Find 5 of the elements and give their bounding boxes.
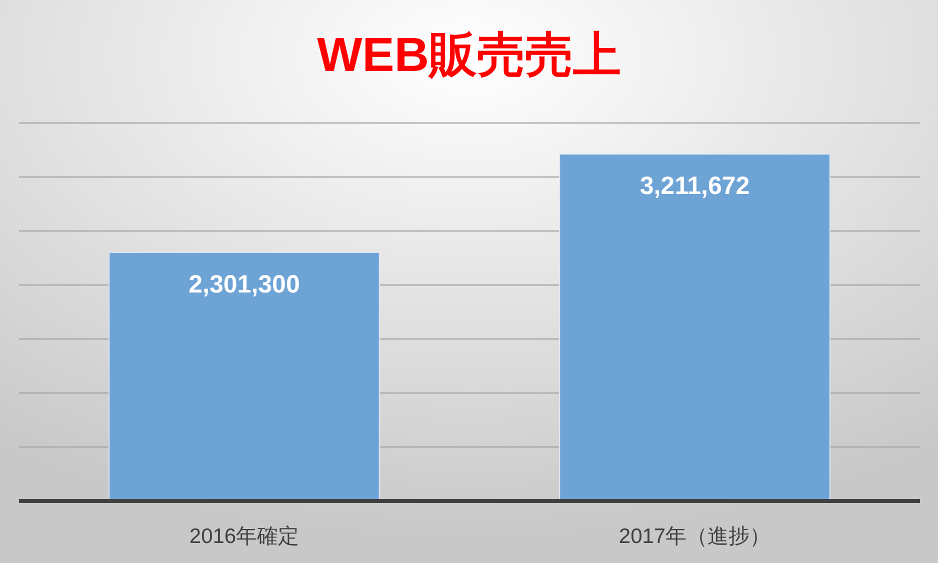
x-tick-label: 2016年確定 (189, 525, 300, 548)
chart-title: WEB販売売上 (317, 29, 621, 82)
data-label: 2,301,300 (188, 270, 300, 298)
data-label: 3,211,672 (640, 172, 750, 200)
x-tick-label: 2017年（進捗） (618, 525, 771, 548)
